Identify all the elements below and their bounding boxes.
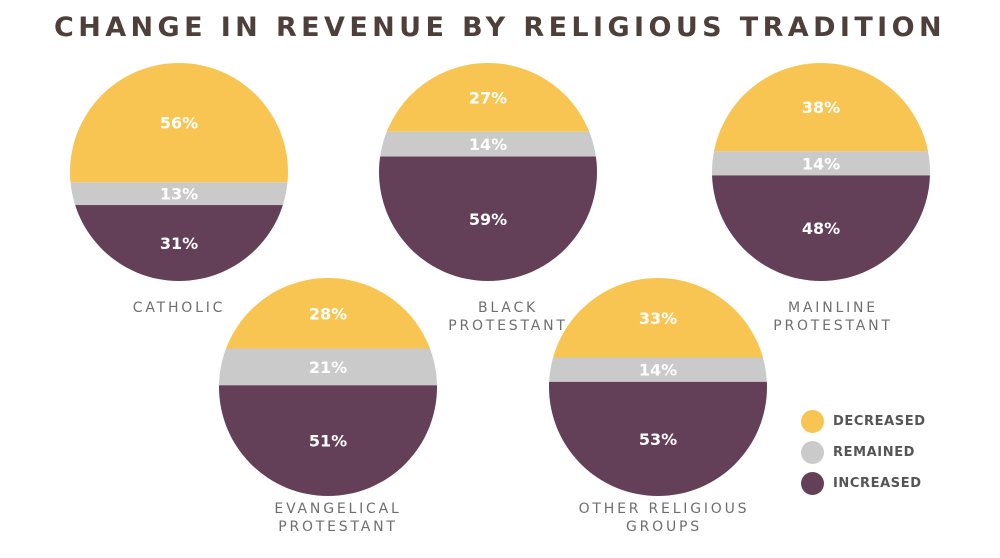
data-label-black-protestant-remained: 14% [469, 135, 507, 154]
pie-label-catholic: CATHOLIC [132, 300, 226, 316]
legend-swatch-remained [801, 441, 824, 464]
data-label-mainline-protestant-increased: 48% [802, 219, 840, 238]
slice-evangelical-protestant-remained [219, 348, 437, 386]
data-label-other-religious-groups-increased: 53% [639, 430, 677, 449]
legend-label-decreased: DECREASED [833, 414, 926, 429]
legend-swatch-increased [801, 472, 824, 495]
slice-black-protestant-remained [379, 131, 597, 157]
legend-item-remained: REMAINED [801, 437, 926, 468]
legend-item-decreased: DECREASED [801, 406, 926, 437]
data-label-other-religious-groups-remained: 14% [639, 361, 677, 380]
legend-swatch-decreased [801, 410, 824, 433]
data-label-evangelical-protestant-increased: 51% [309, 432, 347, 451]
pie-mainline-protestant: 38% 14% 48% [712, 63, 930, 281]
data-label-mainline-protestant-remained: 14% [802, 154, 840, 173]
legend-label-increased: INCREASED [833, 476, 922, 491]
pie-label-mainline-protestant: MAINLINE PROTESTANT [773, 300, 893, 334]
data-label-mainline-protestant-decreased: 38% [802, 98, 840, 117]
data-label-other-religious-groups-decreased: 33% [639, 309, 677, 328]
data-label-evangelical-protestant-remained: 21% [309, 358, 347, 377]
pie-black-protestant: 27% 14% 59% [379, 63, 597, 281]
pie-label-black-protestant: BLACK PROTESTANT [448, 300, 568, 334]
legend-label-remained: REMAINED [833, 445, 916, 460]
data-label-black-protestant-increased: 59% [469, 210, 507, 229]
legend-item-increased: INCREASED [801, 468, 926, 499]
pie-label-other-religious-groups: OTHER RELIGIOUS GROUPS [578, 501, 750, 535]
data-label-catholic-remained: 13% [160, 185, 198, 204]
slice-other-religious-groups-remained [549, 357, 767, 382]
data-label-black-protestant-decreased: 27% [469, 88, 507, 107]
pie-label-evangelical-protestant: EVANGELICAL PROTESTANT [274, 501, 402, 535]
chart-title: CHANGE IN REVENUE BY RELIGIOUS TRADITION [54, 12, 946, 43]
slice-catholic-remained [70, 182, 288, 206]
data-label-catholic-decreased: 56% [160, 114, 198, 133]
legend: DECREASED REMAINED INCREASED [801, 406, 926, 499]
slice-mainline-protestant-remained [712, 151, 930, 176]
pie-catholic: 56% 13% 31% [70, 63, 288, 281]
data-label-evangelical-protestant-decreased: 28% [309, 304, 347, 323]
data-label-catholic-increased: 31% [160, 234, 198, 253]
